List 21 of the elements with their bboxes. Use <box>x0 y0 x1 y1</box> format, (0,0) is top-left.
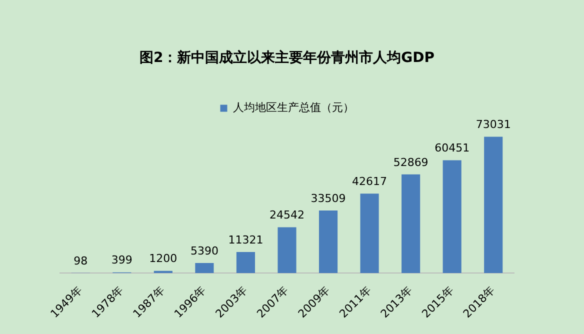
data-label: 399 <box>111 254 132 267</box>
bar <box>236 252 256 274</box>
legend-label: 人均地区生产总值（元） <box>232 101 354 114</box>
data-label: 11321 <box>228 233 264 246</box>
bar <box>442 160 462 274</box>
bar <box>484 136 503 274</box>
bar <box>278 227 296 274</box>
chart-title: 图2：新中国成立以来主要年份青州市人均GDP <box>139 49 435 66</box>
bar <box>360 194 379 274</box>
bar <box>402 174 420 274</box>
data-label: 98 <box>74 254 88 268</box>
data-label: 24542 <box>270 208 304 222</box>
data-label: 73031 <box>476 118 511 132</box>
data-label: 52869 <box>393 156 428 169</box>
bar <box>318 210 338 274</box>
data-label: 5390 <box>190 244 218 258</box>
data-label: 33509 <box>310 192 346 205</box>
data-label: 42617 <box>352 174 388 188</box>
data-label: 1200 <box>149 252 178 266</box>
data-label: 60451 <box>434 142 470 155</box>
bar <box>195 263 214 274</box>
